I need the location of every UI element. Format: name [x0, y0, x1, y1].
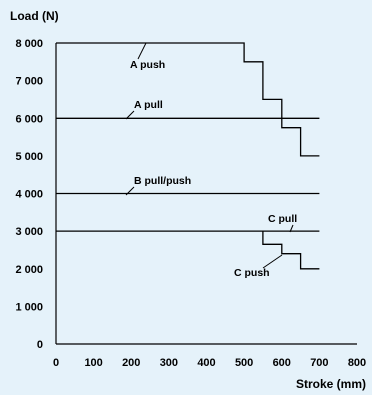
- y-tick-label: 3 000: [15, 226, 43, 238]
- series-lines: [56, 42, 320, 270]
- y-tick-label: 1 000: [15, 301, 43, 313]
- series-line-c-push: [262, 231, 320, 270]
- x-tick-label: 400: [197, 357, 215, 369]
- series-label-a-push: A push: [130, 59, 165, 71]
- leader-line-c-pull: [289, 224, 294, 233]
- x-tick-label: 200: [122, 357, 140, 369]
- leader-line-c-push: [262, 254, 283, 269]
- x-tick-label: 300: [160, 357, 178, 369]
- y-tick-label: 2 000: [15, 264, 43, 276]
- x-tick-label: 0: [53, 357, 59, 369]
- y-axis-title: Load (N): [10, 9, 59, 23]
- x-axis-title: Stroke (mm): [296, 377, 366, 391]
- series-label-b-pull-push: B pull/push: [134, 175, 191, 187]
- series-label-c-pull: C pull: [268, 213, 297, 225]
- leader-line-a-pull: [125, 110, 135, 120]
- y-tick-label: 5 000: [15, 151, 43, 163]
- series-line-a-push: [56, 42, 320, 157]
- y-tick-label: 8 000: [15, 38, 43, 50]
- series-label-c-push: C push: [234, 267, 270, 279]
- y-tick-label: 0: [37, 339, 43, 351]
- x-tick-label: 500: [235, 357, 253, 369]
- x-tick-label: 800: [348, 357, 366, 369]
- y-tick-label: 4 000: [15, 189, 43, 201]
- series-annotations: A push A pull B pull/push C pull C push: [125, 42, 297, 279]
- leader-line-a-push: [137, 42, 147, 60]
- y-tick-label: 6 000: [15, 113, 43, 125]
- series-label-a-pull: A pull: [134, 99, 163, 111]
- x-tick-label: 100: [84, 357, 102, 369]
- y-tick-label: 7 000: [15, 76, 43, 88]
- x-tick-label: 700: [310, 357, 328, 369]
- tick-labels: 0 1 000 2 000 3 000 4 000 5 000 6 000 7 000 8 00…: [15, 38, 366, 369]
- x-tick-label: 600: [273, 357, 291, 369]
- leader-line-b-pull-push: [125, 186, 135, 196]
